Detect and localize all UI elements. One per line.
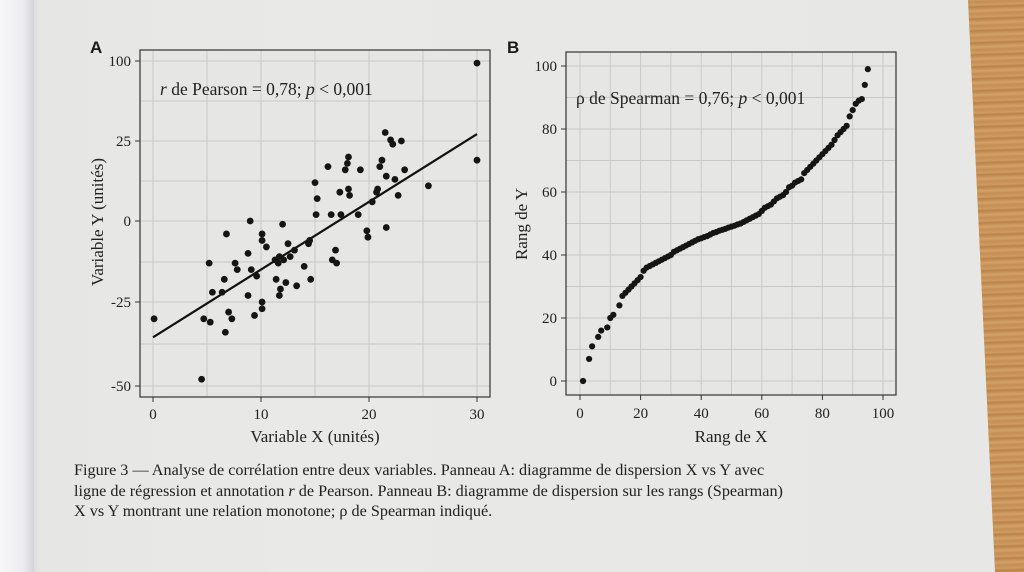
svg-text:30: 30 (470, 407, 485, 423)
svg-text:80: 80 (815, 406, 830, 422)
svg-text:80: 80 (542, 122, 557, 138)
svg-text:20: 20 (542, 311, 557, 327)
svg-text:-50: -50 (111, 379, 131, 395)
svg-text:60: 60 (754, 406, 769, 422)
svg-text:100: 100 (535, 59, 558, 75)
figure-caption: Figure 3 — Analyse de corrélation entre … (74, 460, 934, 522)
regression-line (152, 133, 478, 339)
svg-text:25: 25 (116, 134, 131, 150)
spearman-annotation: ρ de Spearman = 0,76; p < 0,001 (576, 88, 805, 108)
svg-text:100: 100 (872, 406, 895, 422)
svg-text:60: 60 (542, 185, 557, 201)
caption-line-1: Figure 3 — Analyse de corrélation entre … (74, 461, 765, 479)
panel-a-label: A (90, 38, 103, 57)
pearson-annotation: r de Pearson = 0,78; p < 0,001 (160, 79, 373, 99)
panel-b-label: B (507, 38, 520, 57)
svg-text:0: 0 (550, 374, 558, 390)
svg-text:0: 0 (576, 406, 584, 422)
caption-line-2: ligne de régression et annotation r de P… (74, 481, 783, 500)
y-axis-label-b: Rang de Y (512, 188, 531, 260)
svg-text:0: 0 (149, 407, 157, 423)
svg-text:40: 40 (542, 248, 557, 264)
svg-text:100: 100 (109, 54, 132, 70)
svg-text:-25: -25 (111, 295, 131, 311)
svg-text:20: 20 (362, 407, 377, 423)
book-binding (0, 0, 34, 572)
svg-text:10: 10 (254, 407, 269, 423)
svg-text:0: 0 (124, 214, 132, 230)
svg-text:20: 20 (633, 406, 648, 422)
y-axis-label-a: Variable Y (unités) (88, 158, 107, 286)
x-axis-label-b: Rang de X (695, 427, 768, 446)
x-axis-label-a: Variable X (unités) (250, 427, 379, 446)
caption-line-3: X vs Y montrant une relation monotone; ρ… (74, 502, 493, 520)
svg-text:40: 40 (694, 406, 709, 422)
